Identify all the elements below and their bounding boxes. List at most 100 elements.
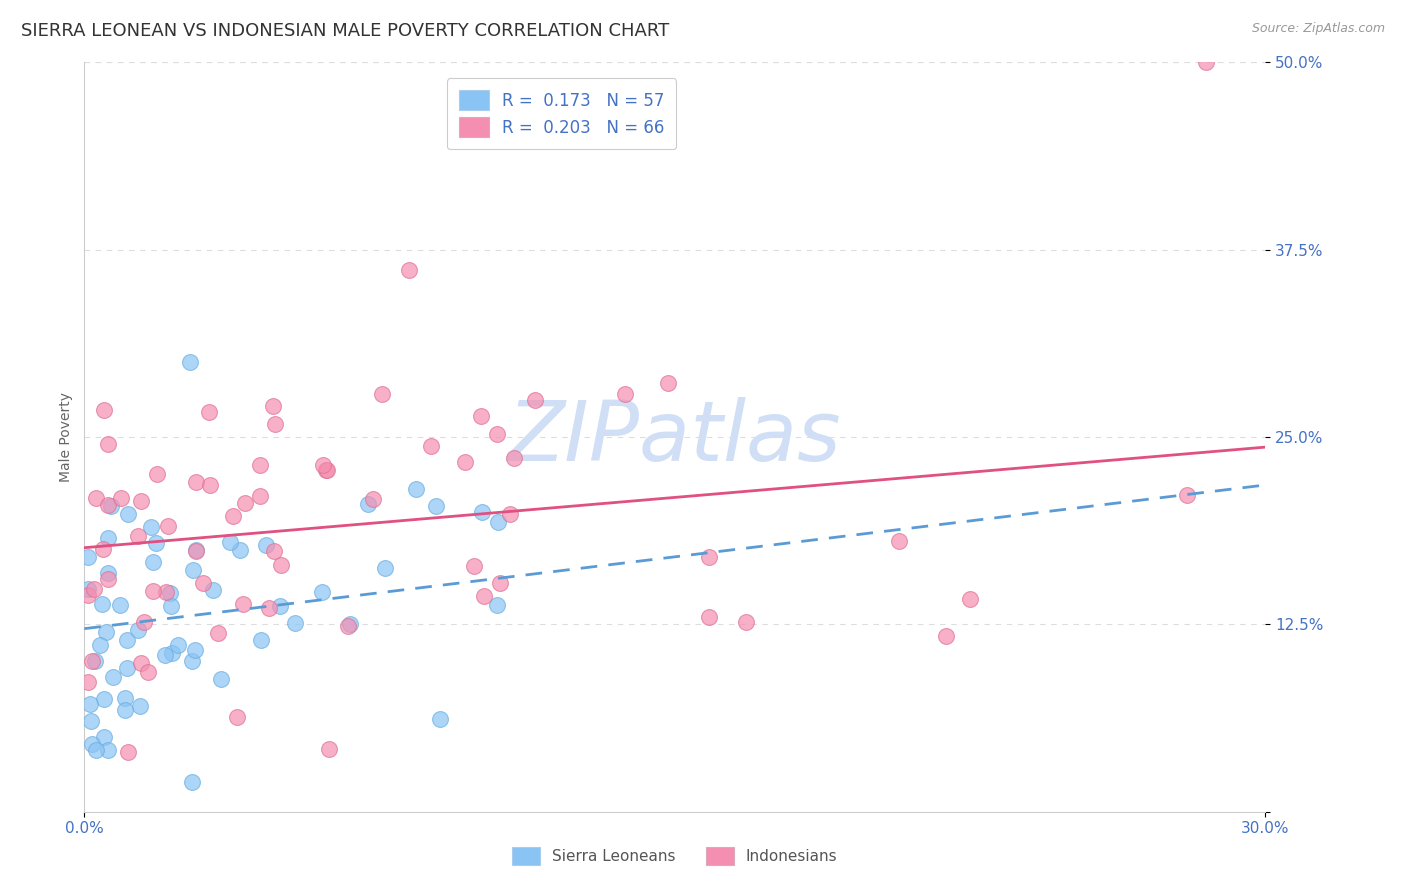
Point	[79, 697, 101, 711]
Point	[117, 507, 139, 521]
Point	[114, 702, 136, 716]
Point	[226, 710, 249, 724]
Point	[93, 692, 115, 706]
Point	[186, 475, 208, 489]
Point	[146, 467, 169, 481]
Point	[263, 544, 285, 558]
Point	[129, 656, 152, 670]
Point	[136, 665, 159, 679]
Point	[1195, 55, 1218, 70]
Point	[371, 386, 394, 401]
Point	[93, 542, 115, 557]
Point	[499, 507, 522, 521]
Point	[93, 402, 115, 417]
Point	[93, 730, 115, 744]
Point	[97, 742, 120, 756]
Point	[153, 648, 176, 663]
Point	[97, 437, 120, 451]
Point	[657, 376, 679, 390]
Point	[110, 491, 132, 505]
Point	[181, 655, 204, 669]
Point	[474, 590, 496, 604]
Point	[463, 558, 485, 573]
Point	[80, 654, 103, 668]
Point	[262, 399, 284, 413]
Point	[77, 588, 100, 602]
Point	[184, 542, 207, 557]
Point	[398, 262, 420, 277]
Point	[485, 426, 508, 441]
Point	[209, 672, 232, 686]
Point	[186, 544, 208, 558]
Point	[159, 586, 181, 600]
Point	[249, 489, 271, 503]
Point	[181, 564, 204, 578]
Point	[485, 598, 508, 612]
Point	[184, 643, 207, 657]
Point	[128, 698, 150, 713]
Point	[100, 499, 122, 513]
Point	[249, 632, 271, 647]
Point	[429, 712, 451, 726]
Point	[425, 499, 447, 513]
Point	[198, 405, 221, 419]
Text: SIERRA LEONEAN VS INDONESIAN MALE POVERTY CORRELATION CHART: SIERRA LEONEAN VS INDONESIAN MALE POVERT…	[21, 22, 669, 40]
Point	[156, 518, 179, 533]
Y-axis label: Male Poverty: Male Poverty	[59, 392, 73, 482]
Point	[249, 458, 271, 473]
Point	[357, 497, 380, 511]
Point	[270, 558, 292, 572]
Point	[127, 623, 149, 637]
Point	[254, 538, 277, 552]
Point	[697, 609, 720, 624]
Point	[142, 555, 165, 569]
Point	[160, 646, 183, 660]
Point	[193, 576, 215, 591]
Point	[77, 582, 100, 596]
Point	[614, 387, 637, 401]
Point	[117, 745, 139, 759]
Point	[97, 531, 120, 545]
Point	[405, 483, 427, 497]
Point	[318, 742, 340, 756]
Point	[155, 584, 177, 599]
Point	[101, 670, 124, 684]
Point	[108, 598, 131, 612]
Point	[935, 629, 957, 643]
Point	[201, 582, 224, 597]
Point	[889, 534, 911, 549]
Point	[315, 463, 337, 477]
Point	[311, 585, 333, 599]
Point	[80, 714, 103, 728]
Point	[97, 566, 120, 580]
Point	[269, 599, 291, 614]
Point	[471, 505, 494, 519]
Point	[127, 529, 149, 543]
Point	[115, 632, 138, 647]
Point	[129, 494, 152, 508]
Point	[91, 597, 114, 611]
Point	[86, 743, 108, 757]
Point	[315, 463, 337, 477]
Point	[179, 355, 201, 369]
Point	[264, 417, 287, 431]
Point	[83, 582, 105, 596]
Point	[221, 508, 243, 523]
Point	[82, 737, 104, 751]
Point	[502, 450, 524, 465]
Point	[145, 536, 167, 550]
Point	[339, 616, 361, 631]
Point	[284, 616, 307, 631]
Point	[84, 491, 107, 505]
Point	[142, 584, 165, 599]
Point	[218, 534, 240, 549]
Legend: Sierra Leoneans, Indonesians: Sierra Leoneans, Indonesians	[506, 840, 844, 871]
Point	[1177, 488, 1199, 502]
Point	[166, 638, 188, 652]
Point	[374, 561, 396, 575]
Point	[141, 519, 163, 533]
Text: ZIPatlas: ZIPatlas	[508, 397, 842, 477]
Point	[96, 625, 118, 640]
Point	[97, 573, 120, 587]
Point	[470, 409, 492, 423]
